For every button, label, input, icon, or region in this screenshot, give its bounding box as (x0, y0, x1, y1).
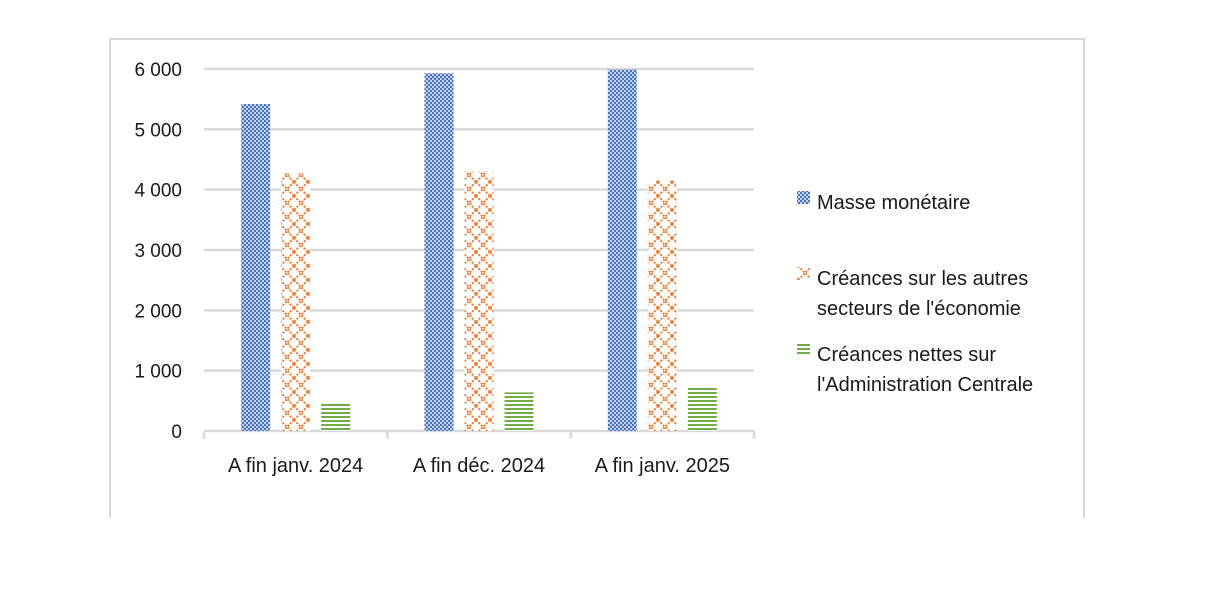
y-tick-label: 4 000 (134, 181, 182, 202)
bars (241, 69, 717, 432)
y-tick-label: 6 000 (134, 60, 182, 81)
legend: Masse monétaire Créances sur les autres se… (797, 191, 1033, 396)
x-category-label: A fin janv. 2024 (228, 455, 363, 477)
bar-series-3-category-1 (321, 402, 351, 431)
legend-label: Créances nettes sur (817, 344, 996, 366)
x-category-label: A fin déc. 2024 (413, 455, 545, 477)
y-tick-label: 5 000 (134, 120, 182, 141)
y-tick-label: 0 (171, 422, 182, 443)
y-tick-label: 3 000 (134, 241, 182, 262)
bar-series-2-category-3 (647, 180, 677, 431)
bar-series-1-category-2 (424, 73, 454, 432)
labels: 0 1 000 2 000 3 000 4 000 5 000 6 000 A fin jan… (134, 60, 730, 477)
legend-label: Masse monétaire (817, 192, 970, 214)
bar-series-3-category-2 (504, 392, 534, 431)
bar-series-3-category-3 (687, 386, 717, 431)
axes (202, 429, 756, 439)
legend-swatch (797, 191, 810, 204)
legend-swatch (797, 343, 810, 356)
y-tick-label: 2 000 (134, 301, 182, 322)
y-tick-label: 1 000 (134, 362, 182, 383)
legend-label: secteurs de l'économie (817, 298, 1021, 320)
bar-series-1-category-3 (607, 69, 637, 431)
legend-label: Créances sur les autres (817, 268, 1028, 290)
bar-series-2-category-2 (464, 171, 494, 432)
chart-frame (109, 38, 1085, 518)
legend-label: l'Administration Centrale (817, 374, 1033, 396)
bar-series-2-category-1 (281, 173, 311, 432)
x-category-label: A fin janv. 2025 (595, 455, 730, 477)
legend-swatch (797, 267, 810, 280)
bar-series-1-category-1 (241, 103, 271, 431)
